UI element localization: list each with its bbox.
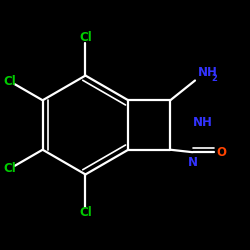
Text: NH: NH — [192, 116, 212, 129]
Text: Cl: Cl — [79, 206, 92, 219]
Text: Cl: Cl — [3, 162, 16, 175]
Text: O: O — [216, 146, 226, 159]
Text: NH: NH — [198, 66, 217, 79]
Text: Cl: Cl — [79, 31, 92, 44]
Text: N: N — [188, 156, 198, 169]
Text: Cl: Cl — [3, 74, 16, 88]
Text: 2: 2 — [212, 74, 218, 83]
